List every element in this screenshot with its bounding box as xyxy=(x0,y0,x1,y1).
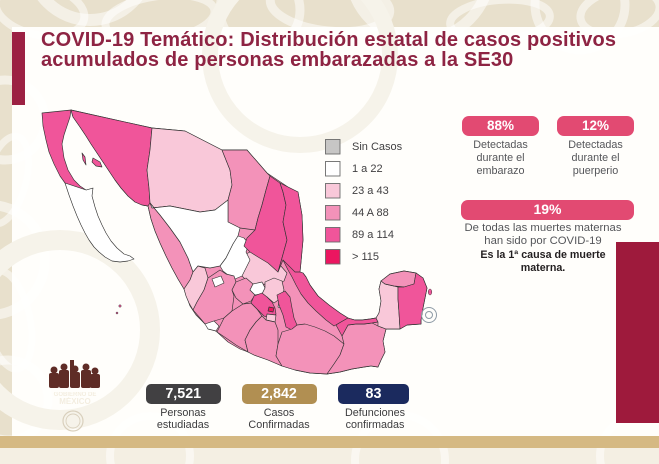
svg-text:GOBIERNO DE: GOBIERNO DE xyxy=(54,392,97,398)
svg-text:MÉXICO: MÉXICO xyxy=(59,397,91,406)
